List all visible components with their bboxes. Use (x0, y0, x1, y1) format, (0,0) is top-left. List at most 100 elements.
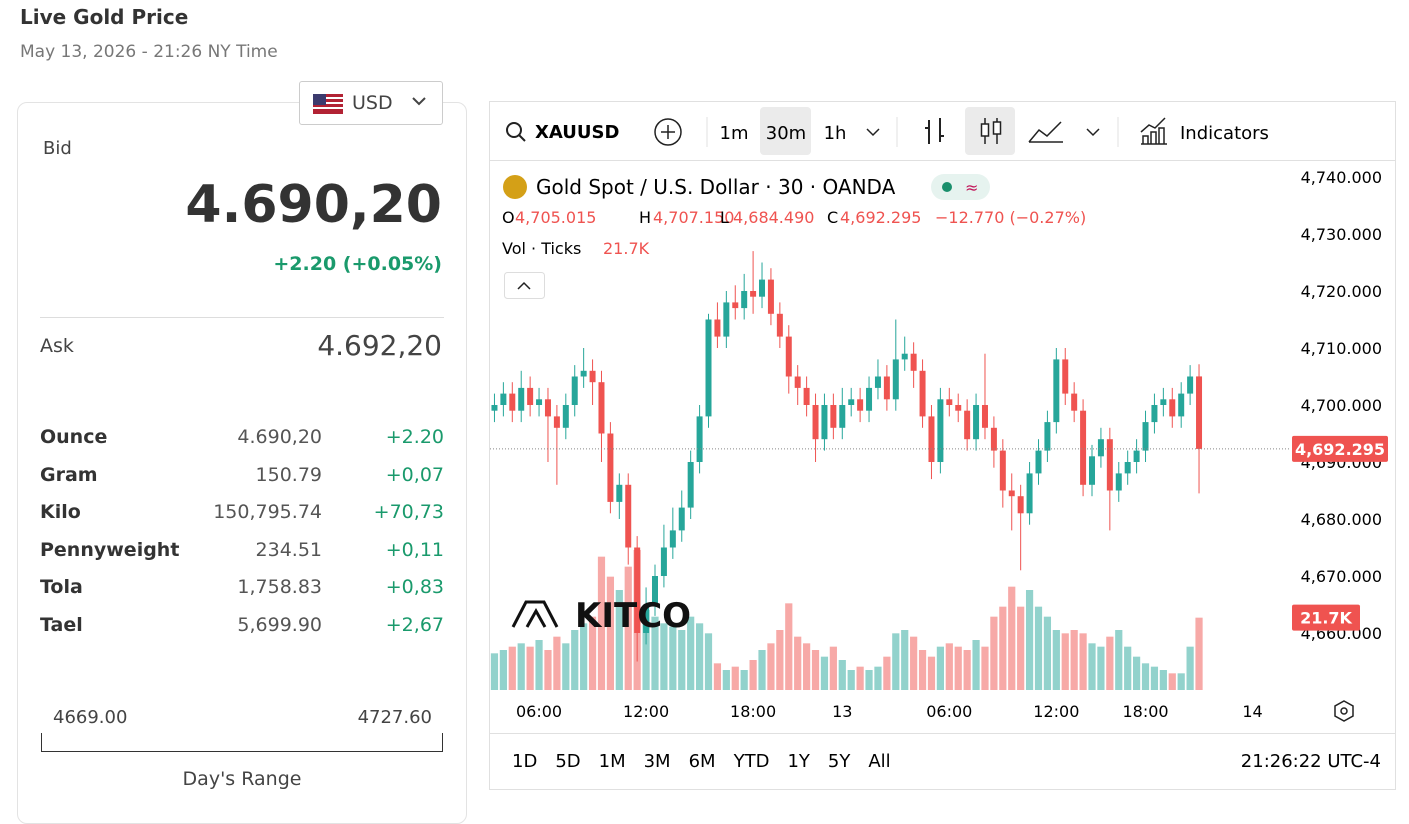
volume-bar (838, 660, 846, 690)
volume-bar (624, 566, 632, 690)
volume-bar (606, 576, 615, 690)
candle-body (1008, 490, 1015, 497)
unit: Gram (40, 463, 98, 486)
range-button[interactable]: 6M (689, 751, 716, 772)
add-icon (661, 125, 675, 139)
volume-bar (883, 656, 891, 690)
candle-body (999, 450, 1006, 491)
volume-bar (740, 670, 748, 690)
indicators[interactable]: Indicators (1180, 123, 1269, 144)
candle-body (1187, 376, 1194, 394)
range-button[interactable]: 1D (512, 751, 537, 772)
candle-icon (980, 123, 990, 137)
volume-bar (856, 666, 864, 690)
candle-body (553, 416, 560, 428)
volume-bar (1168, 673, 1176, 690)
range-button[interactable]: 5Y (828, 751, 851, 772)
bar-style-icon[interactable] (925, 118, 944, 144)
ask-label: Ask (40, 335, 74, 357)
volume-bar (1034, 606, 1043, 690)
candle-body (1062, 359, 1069, 394)
area-icon[interactable] (1028, 121, 1063, 143)
volume-bar (811, 650, 820, 690)
chevron (412, 97, 426, 106)
interval[interactable]: 1m (720, 123, 749, 144)
volume-bar (526, 646, 534, 690)
candle-body (1089, 456, 1096, 485)
range-button[interactable]: YTD (733, 751, 770, 772)
range-button[interactable]: 1M (599, 751, 626, 772)
range-low: 4669.00 (53, 707, 128, 728)
candle-body (562, 405, 569, 428)
candle-body (580, 370, 587, 377)
collapse-icon (517, 281, 531, 290)
candle-body (1115, 473, 1122, 491)
volume-value: 21.7K (603, 239, 650, 258)
collapse-button[interactable] (504, 272, 545, 299)
volume-bar (517, 643, 525, 690)
candle-body (892, 359, 899, 400)
candle-body (696, 416, 703, 462)
range-high: 4727.60 (357, 707, 432, 728)
settings-icon[interactable] (1334, 700, 1354, 722)
candle-body (928, 416, 935, 462)
candle-body (669, 530, 676, 548)
volume-bar (562, 643, 570, 690)
volume-bar (687, 616, 695, 690)
candle-body (883, 376, 890, 400)
volume-bar (1017, 606, 1025, 690)
x-tick-label: 13 (832, 702, 852, 721)
candle-body (1035, 450, 1042, 474)
candle-body (678, 507, 685, 531)
candle-body (518, 387, 525, 411)
indicators-icon[interactable] (1140, 117, 1167, 145)
volume-bar (892, 633, 900, 690)
symbol[interactable]: XAUUSD (535, 122, 619, 143)
range-button[interactable]: 3M (644, 751, 671, 772)
chart: XAUUSD 1m 30m 1h Indicators 4,660.0004,6… (489, 101, 1396, 790)
range-button[interactable]: 1Y (787, 751, 810, 772)
candle-body (981, 405, 988, 428)
legend-low: 4,684.490 (733, 208, 814, 227)
volume-bar (642, 610, 650, 690)
volume-bar (669, 626, 677, 690)
x-tick-label: 12:00 (623, 702, 669, 721)
volume-bar (954, 646, 962, 690)
range-button[interactable]: 5D (555, 751, 580, 772)
volume-bar (704, 633, 713, 690)
candle-body (687, 462, 694, 508)
dropdown-icon[interactable] (866, 128, 1100, 137)
candle-body (660, 547, 667, 576)
candle-body (785, 336, 792, 377)
quote-row: Gram 150.79 +0,07 (40, 464, 444, 494)
candle-body (1106, 439, 1113, 491)
candle-body (830, 405, 837, 428)
interval[interactable]: 1h (824, 123, 847, 144)
candle-body (1053, 359, 1060, 423)
x-tick-label: 18:00 (1122, 702, 1168, 721)
volume-bar (767, 643, 775, 690)
price-badge (1292, 435, 1388, 462)
volume-bar (490, 653, 499, 690)
candle-body (536, 399, 543, 405)
candle-body (544, 399, 551, 417)
range-button[interactable]: All (868, 751, 890, 772)
quote-row: Pennyweight 234.51 +0,11 (40, 539, 444, 569)
volume-bar (972, 640, 980, 690)
volume-bar (829, 646, 837, 690)
candle-body (1142, 422, 1149, 451)
change: +2.20 (385, 426, 444, 448)
search-icon[interactable] (506, 122, 522, 138)
price: 150.79 (255, 463, 322, 486)
bid-price: 4.690,20 (185, 175, 442, 235)
quote-row: Tael 5,699.90 +2,67 (40, 614, 444, 644)
currency-select[interactable]: USD (299, 81, 443, 125)
y-tick-label: 4,740.000 (1301, 168, 1382, 187)
volume-bar (1159, 670, 1167, 690)
interval[interactable]: 30m (766, 123, 806, 144)
add-button[interactable] (654, 118, 682, 146)
bid-change: +2.20 (+0.05%) (273, 253, 442, 275)
candle-body (1026, 473, 1033, 514)
change: +0,11 (385, 538, 444, 561)
candle-body (901, 353, 908, 360)
